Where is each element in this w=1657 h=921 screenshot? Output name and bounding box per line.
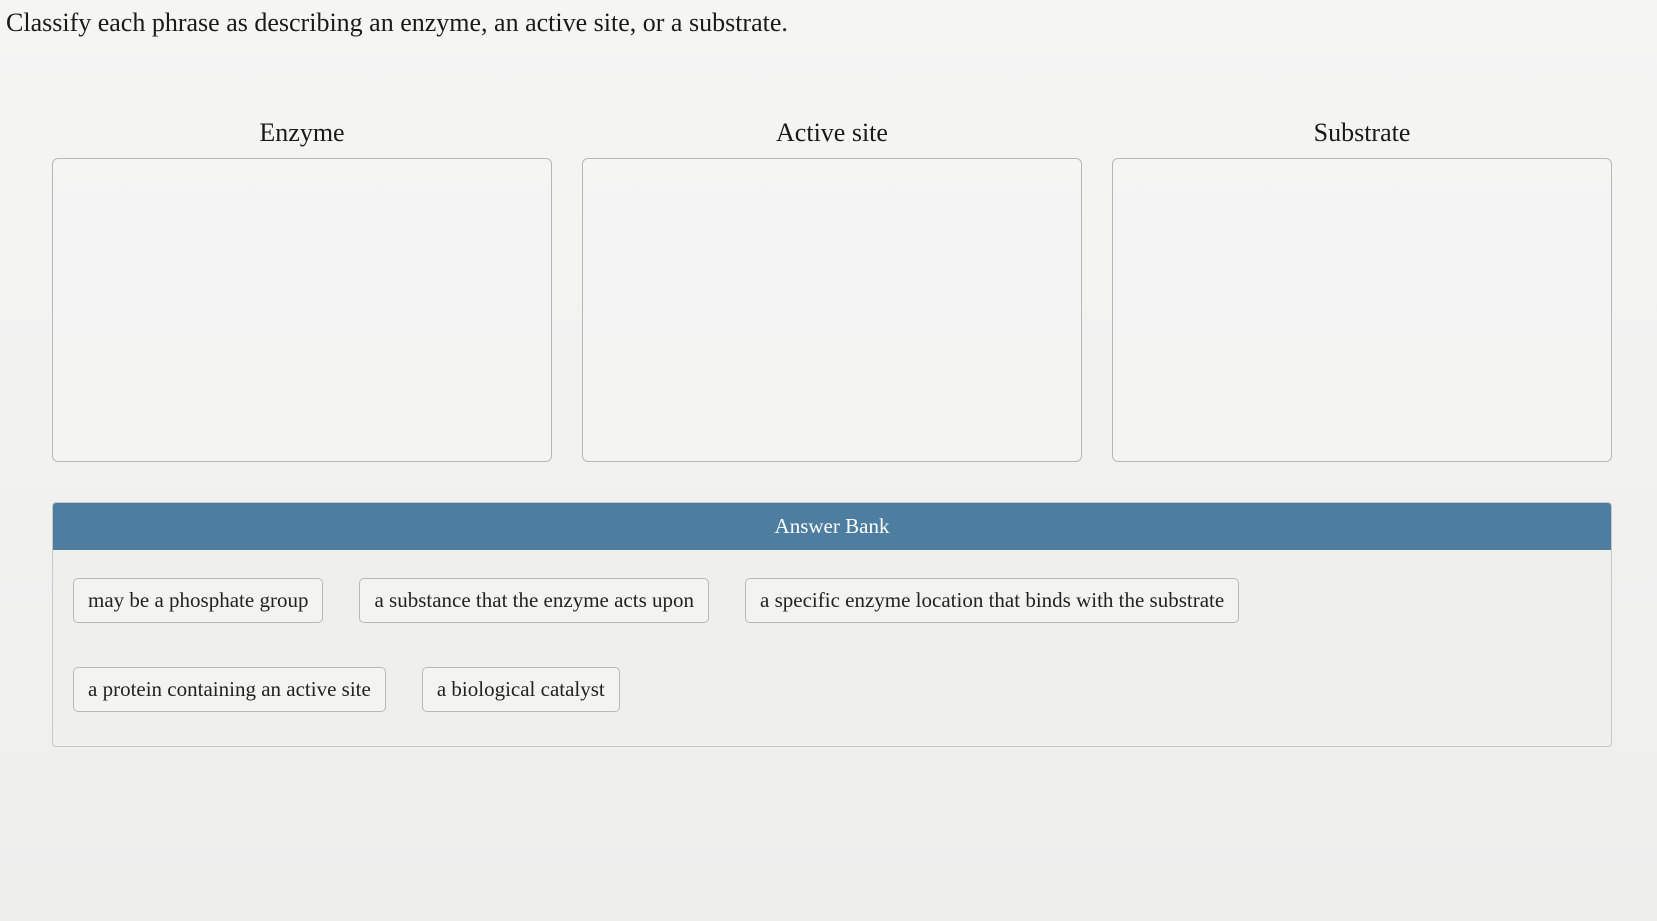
active-site-column: Active site	[582, 118, 1082, 462]
answer-bank-title: Answer Bank	[53, 503, 1611, 550]
chip-substance-enzyme-acts-upon[interactable]: a substance that the enzyme acts upon	[359, 578, 709, 623]
active-site-label: Active site	[776, 118, 888, 148]
chip-biological-catalyst[interactable]: a biological catalyst	[422, 667, 620, 712]
drop-zone-row: Enzyme Active site Substrate	[52, 118, 1612, 462]
answer-bank-body: may be a phosphate group a substance tha…	[53, 550, 1611, 746]
chip-phosphate-group[interactable]: may be a phosphate group	[73, 578, 323, 623]
active-site-drop-zone[interactable]	[582, 158, 1082, 462]
substrate-column: Substrate	[1112, 118, 1612, 462]
question-page: Classify each phrase as describing an en…	[0, 0, 1657, 767]
answer-bank-row-2: a protein containing an active site a bi…	[73, 667, 1591, 712]
enzyme-column: Enzyme	[52, 118, 552, 462]
enzyme-label: Enzyme	[259, 118, 344, 148]
enzyme-drop-zone[interactable]	[52, 158, 552, 462]
chip-specific-enzyme-location[interactable]: a specific enzyme location that binds wi…	[745, 578, 1239, 623]
answer-bank-row-1: may be a phosphate group a substance tha…	[73, 578, 1591, 623]
answer-bank: Answer Bank may be a phosphate group a s…	[52, 502, 1612, 747]
substrate-drop-zone[interactable]	[1112, 158, 1612, 462]
question-text: Classify each phrase as describing an en…	[6, 8, 1637, 38]
substrate-label: Substrate	[1314, 118, 1411, 148]
chip-protein-active-site[interactable]: a protein containing an active site	[73, 667, 386, 712]
